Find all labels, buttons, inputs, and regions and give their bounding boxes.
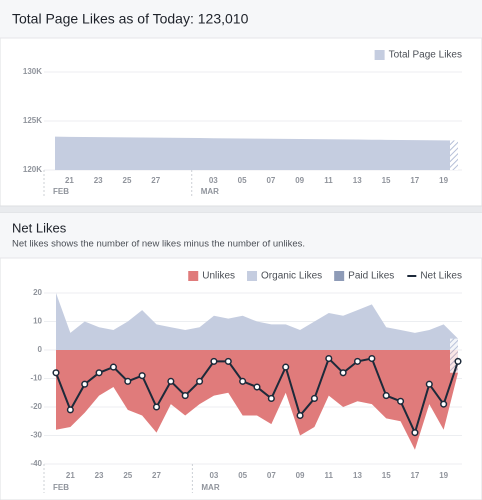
net-point xyxy=(382,392,390,400)
y-tick-label: 120K xyxy=(23,165,42,174)
x-tick-label: 11 xyxy=(324,176,333,185)
net-point xyxy=(325,355,333,363)
legend-swatch xyxy=(188,271,199,281)
x-tick-label: 07 xyxy=(267,471,276,480)
x-tick-label: 05 xyxy=(238,471,247,480)
legend-label: Paid Likes xyxy=(348,271,394,282)
x-tick-label: 11 xyxy=(325,471,334,480)
month-label: MAR xyxy=(201,483,219,492)
x-tick-label: 19 xyxy=(439,176,448,185)
x-tick-label: 27 xyxy=(151,176,160,185)
area xyxy=(56,350,458,450)
x-tick-label: 21 xyxy=(65,176,74,185)
x-tick-label: 27 xyxy=(152,471,161,480)
partial-day-hatch xyxy=(450,140,458,170)
net-point xyxy=(296,412,304,420)
net-point xyxy=(353,357,362,365)
legend-swatch xyxy=(374,50,385,60)
area xyxy=(56,293,458,350)
y-tick-label: 10 xyxy=(33,317,42,326)
panel-title: Net Likes xyxy=(12,220,67,235)
legend-swatch xyxy=(334,271,345,281)
x-tick-label: 25 xyxy=(123,176,132,185)
net-point xyxy=(109,363,117,371)
net-point xyxy=(196,377,204,385)
x-tick-label: 09 xyxy=(296,471,305,480)
net-point xyxy=(224,357,232,365)
x-tick-label: 21 xyxy=(66,471,75,480)
net-point xyxy=(52,369,60,377)
net-point xyxy=(81,380,89,388)
net-point xyxy=(210,357,218,365)
x-tick-label: 17 xyxy=(410,176,419,185)
x-tick-label: 17 xyxy=(410,471,419,480)
net-point xyxy=(181,392,189,400)
legend-label: Organic Likes xyxy=(261,271,322,282)
panel-header xyxy=(0,0,482,38)
net-point xyxy=(440,400,448,408)
x-tick-label: 07 xyxy=(266,176,275,185)
y-tick-label: -20 xyxy=(30,402,42,411)
net-point xyxy=(124,377,132,385)
legend-label: Unlikes xyxy=(202,271,235,282)
x-tick-label: 23 xyxy=(95,471,104,480)
net-point xyxy=(239,377,247,385)
net-point xyxy=(397,397,405,405)
y-tick-label: 0 xyxy=(38,345,43,354)
legend-label: Net Likes xyxy=(420,271,462,282)
net-point xyxy=(253,383,261,391)
y-tick-label: 125K xyxy=(23,116,42,125)
net-point xyxy=(167,377,175,385)
x-tick-label: 23 xyxy=(94,176,103,185)
net-point xyxy=(425,380,433,388)
x-tick-label: 13 xyxy=(353,471,362,480)
month-label: FEB xyxy=(53,483,69,492)
x-tick-label: 05 xyxy=(238,176,247,185)
net-point xyxy=(368,355,376,363)
net-point xyxy=(310,394,318,403)
net-point xyxy=(267,394,275,403)
x-tick-label: 03 xyxy=(209,471,218,480)
x-tick-label: 03 xyxy=(209,176,218,185)
net-point xyxy=(152,403,161,411)
y-tick-label: -40 xyxy=(30,459,42,468)
net-point xyxy=(95,369,103,377)
y-tick-label: -30 xyxy=(30,431,42,440)
x-tick-label: 19 xyxy=(439,471,448,480)
panel-header xyxy=(0,213,482,258)
y-tick-label: -10 xyxy=(30,374,42,383)
y-tick-label: 20 xyxy=(33,288,42,297)
net-point xyxy=(138,372,146,380)
y-tick-label: 130K xyxy=(23,67,42,76)
x-tick-label: 25 xyxy=(123,471,132,480)
x-tick-label: 15 xyxy=(382,176,391,185)
panel-title: Total Page Likes as of Today: 123,010 xyxy=(12,11,249,27)
net-point xyxy=(411,429,419,437)
legend-label: Total Page Likes xyxy=(389,50,462,61)
panel-subtitle: Net likes shows the number of new likes … xyxy=(12,239,305,250)
net-point xyxy=(66,406,74,414)
x-tick-label: 09 xyxy=(295,176,304,185)
month-label: FEB xyxy=(53,187,69,196)
net-point xyxy=(339,369,347,377)
area xyxy=(55,136,458,170)
x-tick-label: 13 xyxy=(353,176,362,185)
x-tick-label: 15 xyxy=(382,471,391,480)
net-point xyxy=(454,357,462,365)
net-point xyxy=(282,363,290,371)
month-label: MAR xyxy=(201,187,219,196)
legend-swatch xyxy=(247,271,258,281)
